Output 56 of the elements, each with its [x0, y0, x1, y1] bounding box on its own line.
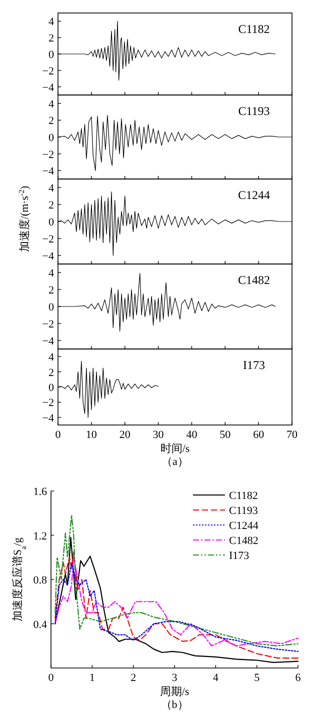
y-tick-label: 2: [48, 115, 54, 128]
series-label: C1244: [238, 188, 270, 202]
text: （a）: [162, 456, 188, 468]
x-tick-label: 3: [172, 672, 178, 684]
y-tick-label: 0.8: [33, 574, 48, 586]
x-tick-label: 10: [86, 429, 98, 441]
x-tick-label: 40: [186, 429, 198, 441]
y-tick-label: −2: [42, 234, 54, 246]
y-tick-label: 2: [48, 32, 54, 45]
legend-label: C1482: [229, 535, 258, 547]
x-tick-label: 50: [220, 429, 232, 441]
x-tick-label: 20: [119, 429, 131, 441]
legend-label: C1193: [229, 505, 258, 517]
x-axis-title: 周期/s: [160, 686, 190, 698]
x-tick-label: 6: [295, 672, 302, 684]
x-tick-label: 4: [212, 672, 219, 684]
y-tick-label: 2: [48, 284, 54, 296]
y-tick-label: 4: [48, 182, 54, 194]
x-tick-label: 5: [254, 672, 260, 684]
y-tick-label: 0: [48, 49, 54, 61]
y-tick-label: 4: [48, 98, 54, 110]
x-tick-label: 1: [89, 672, 95, 684]
y-tick-label: 1.6: [33, 486, 48, 498]
y-tick-label: 4: [48, 352, 54, 364]
series-label: C1182: [238, 22, 270, 36]
y-tick-label: −4: [42, 166, 54, 178]
y-tick-label: 4: [48, 268, 54, 280]
x-tick-label: 2: [130, 672, 136, 684]
y-tick-label: 0: [48, 216, 54, 228]
x-tick-label: 70: [286, 429, 298, 441]
text: I173: [243, 358, 265, 372]
series-label: C1482: [238, 273, 270, 287]
legend-label: C1244: [229, 520, 259, 532]
y-tick-label: 0: [48, 382, 54, 394]
x-tick-label: 30: [152, 429, 164, 441]
x-tick-label: 60: [253, 429, 265, 441]
y-tick-label: 2: [48, 200, 54, 212]
legend-label: I173: [229, 550, 250, 562]
y-tick-label: −4: [42, 82, 54, 94]
text: （b）: [160, 699, 188, 711]
y-tick-label: −4: [42, 412, 54, 424]
y-tick-label: −2: [42, 65, 54, 78]
y-tick-label: 2: [48, 366, 54, 379]
legend-label: C1182: [229, 490, 258, 502]
y-tick-label: −4: [42, 250, 54, 262]
y-tick-label: 0: [48, 302, 54, 314]
y-tick-label: −2: [42, 318, 54, 330]
x-axis-title: 时间/s: [160, 442, 190, 455]
y-tick-label: −2: [42, 397, 54, 410]
y-tick-label: 0.4: [33, 618, 48, 631]
y-tick-label: −2: [42, 148, 54, 161]
y-tick-label: 4: [48, 16, 54, 28]
y-tick-label: 0: [48, 132, 54, 144]
series-label: C1193: [238, 104, 270, 118]
y-tick-label: 1.2: [33, 530, 47, 542]
y-tick-label: −4: [42, 336, 54, 348]
